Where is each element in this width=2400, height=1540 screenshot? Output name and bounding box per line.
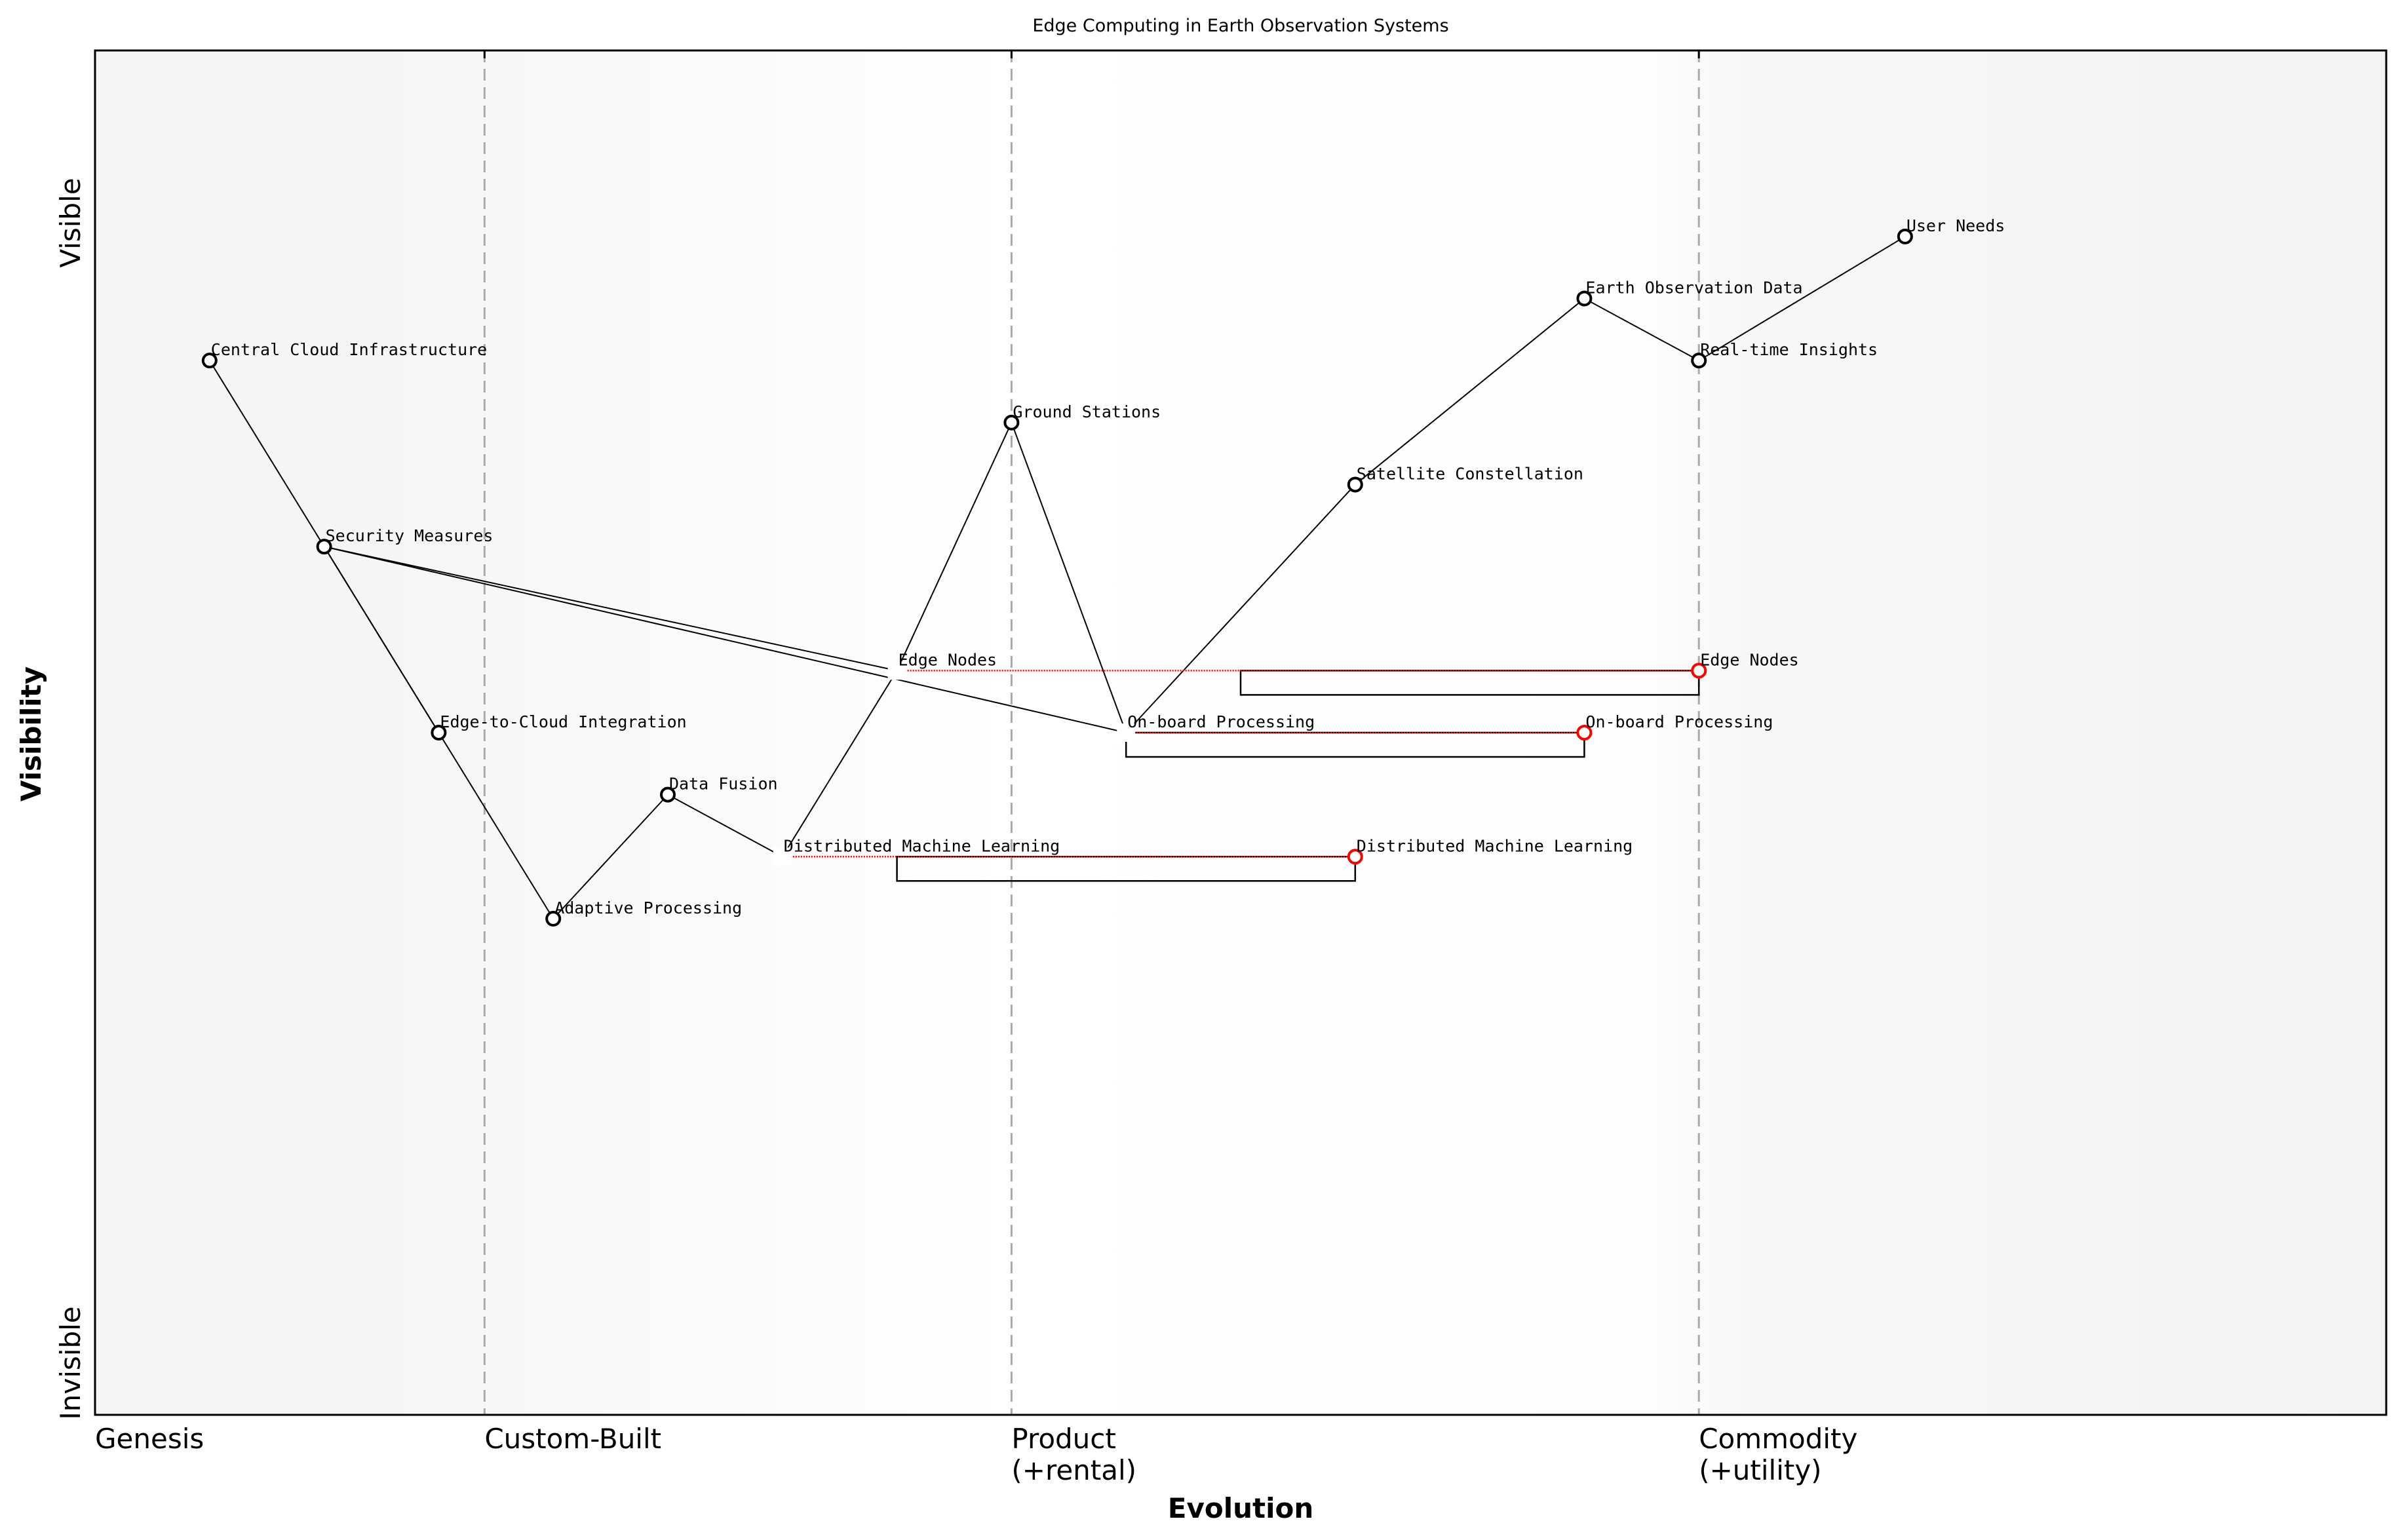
stage-label: Commodity (+utility) — [1699, 1423, 1857, 1486]
link-line — [1583, 298, 1699, 362]
link-line — [208, 360, 325, 547]
component-label: Satellite Constellation — [1357, 464, 1583, 483]
chart-title: Edge Computing in Earth Observation Syst… — [1032, 16, 1448, 36]
evolved-component-marker — [1691, 663, 1707, 679]
link-line — [896, 422, 1013, 671]
component-marker — [1897, 228, 1913, 244]
link-line — [552, 794, 668, 919]
stage-label-line: Commodity — [1699, 1423, 1857, 1455]
component-marker-hidden — [1117, 723, 1136, 742]
y-top-label: Visible — [54, 178, 87, 267]
stage-label-line: Product — [1011, 1423, 1115, 1455]
component-marker-hidden — [773, 847, 792, 866]
link-line — [1355, 298, 1585, 486]
link-line — [781, 670, 898, 857]
component-marker — [201, 353, 218, 369]
stage-label-line: Custom-Built — [484, 1423, 661, 1455]
y-bottom-label: Invisible — [54, 1306, 87, 1419]
y-axis-label: Visibility — [15, 666, 47, 801]
component-label: Security Measures — [326, 526, 494, 545]
stage-label-line: Genesis — [95, 1423, 204, 1455]
component-marker — [660, 786, 676, 803]
link-line — [438, 732, 554, 919]
stage-label-line: (+utility) — [1699, 1454, 1821, 1486]
link-line — [1125, 484, 1356, 733]
stage-label-line: (+rental) — [1011, 1454, 1136, 1486]
component-marker — [1576, 290, 1593, 307]
component-marker — [545, 910, 562, 927]
link-line — [1011, 422, 1127, 733]
plot-frame — [94, 49, 2388, 1416]
stage-label: Custom-Built — [484, 1423, 661, 1455]
component-label: Ground Stations — [1013, 402, 1161, 421]
component-label: User Needs — [1906, 216, 2005, 235]
link-line — [324, 546, 897, 672]
link-line — [324, 546, 1127, 733]
evolved-component-marker — [1347, 849, 1363, 865]
component-marker — [1347, 476, 1363, 493]
component-marker — [1003, 414, 1020, 431]
x-axis-label: Evolution — [1168, 1492, 1313, 1524]
component-label: Real-time Insights — [1700, 340, 1878, 359]
component-marker — [316, 539, 332, 555]
component-label: Distributed Machine Learning — [784, 836, 1060, 855]
component-label: Edge-to-Cloud Integration — [440, 712, 686, 731]
component-label: Central Cloud Infrastructure — [211, 340, 487, 359]
stage-label: Genesis — [95, 1423, 204, 1455]
component-label: Edge Nodes — [899, 650, 997, 669]
component-label: Data Fusion — [669, 775, 778, 794]
component-label: Adaptive Processing — [554, 898, 742, 917]
component-marker — [1691, 353, 1707, 369]
evolved-component-label: Edge Nodes — [1700, 650, 1799, 669]
link-line — [667, 794, 783, 858]
component-label: On-board Processing — [1127, 712, 1315, 731]
evolved-component-label: Distributed Machine Learning — [1357, 836, 1633, 855]
component-label: Earth Observation Data — [1585, 279, 1802, 298]
evolved-component-label: On-board Processing — [1585, 712, 1773, 731]
component-marker — [431, 725, 447, 741]
component-marker-hidden — [887, 661, 906, 680]
link-line — [1698, 236, 1906, 362]
evolved-component-marker — [1576, 725, 1593, 741]
link-line — [323, 546, 440, 733]
stage-label: Product (+rental) — [1011, 1423, 1136, 1486]
